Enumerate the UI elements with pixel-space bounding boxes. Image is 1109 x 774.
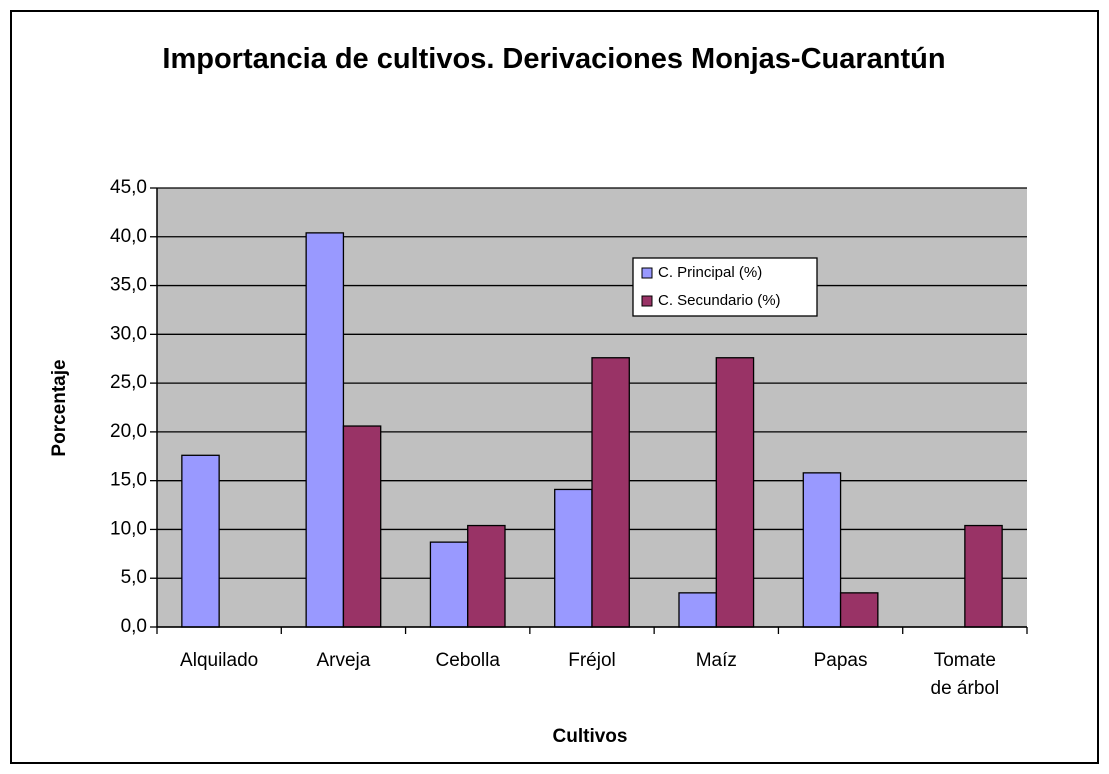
bar <box>591 357 630 628</box>
x-tick-label: Maíz <box>696 650 737 671</box>
bar <box>429 541 469 628</box>
x-tick-label: Alquilado <box>180 650 258 671</box>
bar <box>181 454 220 628</box>
y-tick-label: 0,0 <box>121 616 147 637</box>
legend-box <box>632 257 818 317</box>
bar <box>715 357 755 628</box>
legend-label: C. Principal (%) <box>658 264 762 281</box>
bar <box>678 592 717 628</box>
chart-title: Importancia de cultivos. Derivaciones Mo… <box>162 43 946 75</box>
y-tick-label: 20,0 <box>110 421 147 442</box>
x-tick-label: Fréjol <box>568 650 616 671</box>
bar <box>964 524 1003 628</box>
legend-swatch <box>641 267 653 279</box>
legend: C. Principal (%) C. Secundario (%) <box>632 257 818 317</box>
y-tick-label: 35,0 <box>110 275 147 296</box>
y-axis-label: Porcentaje <box>49 359 70 456</box>
y-tick-label: 45,0 <box>110 177 147 198</box>
x-tick-label: Papas <box>814 650 868 671</box>
y-tick-label: 15,0 <box>110 470 147 491</box>
x-tick-label: Tomate de árbol <box>931 650 1000 699</box>
y-tick-label: 30,0 <box>110 323 147 344</box>
bar <box>839 592 879 628</box>
bar <box>305 232 345 628</box>
y-tick-label: 40,0 <box>110 226 147 247</box>
bar <box>342 425 382 628</box>
bar <box>467 524 506 628</box>
y-tick-label: 10,0 <box>110 518 147 539</box>
bar <box>554 488 593 628</box>
x-axis-label: Cultivos <box>553 726 628 747</box>
legend-swatch <box>641 295 653 307</box>
bar <box>802 472 842 628</box>
legend-label: C. Secundario (%) <box>658 292 781 309</box>
y-tick-label: 25,0 <box>110 372 147 393</box>
x-tick-label: Cebolla <box>435 650 500 671</box>
y-tick-label: 5,0 <box>121 567 147 588</box>
x-tick-label: Arveja <box>316 650 370 671</box>
